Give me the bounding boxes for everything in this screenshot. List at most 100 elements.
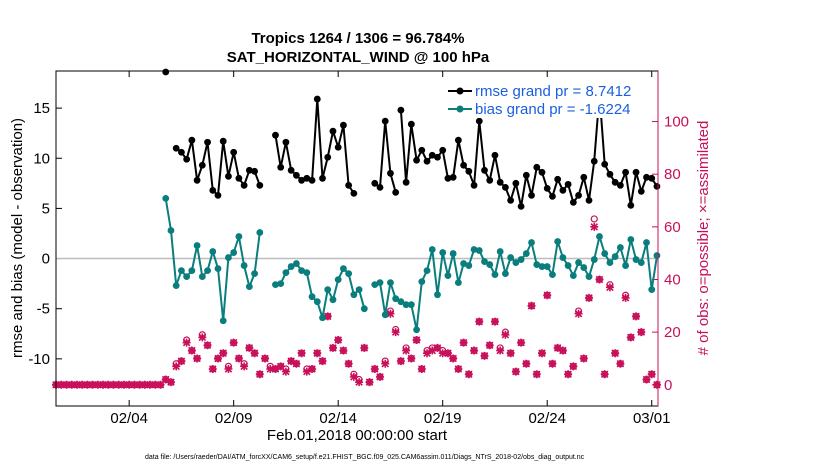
obs-assimilated-marker bbox=[323, 312, 332, 321]
obs-assimilated-marker bbox=[281, 367, 290, 376]
rmse-point bbox=[204, 138, 211, 146]
rmse-point bbox=[611, 178, 619, 186]
obs-assimilated-marker bbox=[135, 380, 144, 389]
obs-assimilated-marker bbox=[99, 380, 108, 389]
obs-assimilated-marker bbox=[574, 309, 583, 318]
obs-assimilated-marker bbox=[313, 349, 322, 358]
obs-assimilated-marker bbox=[109, 380, 118, 389]
obs-assimilated-marker bbox=[585, 293, 594, 302]
x-axis-label: Feb.01,2018 00:00:00 start bbox=[267, 427, 448, 444]
obs-assimilated-marker bbox=[511, 367, 520, 376]
bias-point bbox=[282, 269, 290, 277]
rmse-point bbox=[334, 143, 342, 151]
rmse-point bbox=[392, 188, 400, 196]
legend-bias-label: bias grand pr = -1.6224 bbox=[475, 101, 631, 118]
rmse-point bbox=[178, 148, 185, 156]
rmse-point bbox=[292, 171, 300, 179]
obs-assimilated-marker bbox=[433, 343, 442, 352]
obs-assimilated-marker bbox=[172, 362, 181, 371]
rmse-point bbox=[345, 181, 353, 189]
bias-point bbox=[324, 286, 332, 294]
obs-assimilated-marker bbox=[490, 317, 499, 326]
rmse-point bbox=[616, 181, 624, 189]
rmse-point bbox=[643, 173, 650, 181]
obs-assimilated-marker bbox=[443, 349, 452, 358]
rmse-point bbox=[559, 186, 567, 194]
rmse-point bbox=[491, 151, 499, 159]
obs-assimilated-marker bbox=[187, 346, 196, 355]
obs-assimilated-marker bbox=[616, 359, 625, 368]
bias-point bbox=[627, 236, 635, 243]
obs-assimilated-marker bbox=[475, 317, 484, 326]
obs-assimilated-marker bbox=[543, 291, 552, 300]
y-tick-labels-left: 15 10 5 0 -5 -10 bbox=[28, 100, 50, 368]
bias-point bbox=[167, 227, 175, 234]
legend-rmse-marker bbox=[456, 87, 464, 95]
bias-point bbox=[491, 271, 499, 279]
rmse-point bbox=[418, 146, 426, 154]
bias-point bbox=[606, 259, 614, 266]
bias-point bbox=[522, 250, 530, 257]
obs-assimilated-marker bbox=[642, 375, 651, 384]
rmse-point bbox=[313, 95, 321, 103]
obs-possible-marker bbox=[590, 215, 598, 223]
rmse-point bbox=[428, 151, 436, 159]
rmse-point bbox=[637, 187, 645, 195]
bias-point bbox=[303, 269, 311, 277]
bias-point bbox=[549, 271, 556, 279]
rmse-point bbox=[256, 181, 264, 189]
bias-point bbox=[230, 249, 238, 256]
legend-box bbox=[445, 80, 645, 118]
bias-point bbox=[334, 276, 342, 284]
bias-point bbox=[423, 267, 431, 274]
obs-assimilated-marker bbox=[62, 380, 71, 389]
rmse-point bbox=[486, 176, 494, 184]
rmse-point bbox=[303, 174, 311, 182]
rmse-point bbox=[193, 176, 201, 184]
rmse-point bbox=[219, 137, 227, 145]
obs-assimilated-marker bbox=[93, 380, 102, 389]
rmse-point bbox=[376, 183, 384, 191]
bias-point bbox=[517, 256, 525, 263]
rmse-point bbox=[449, 173, 457, 181]
rmse-point bbox=[585, 196, 593, 204]
obs-assimilated-marker bbox=[391, 328, 400, 337]
y-tick-label-right: 80 bbox=[664, 166, 681, 183]
rmse-point bbox=[601, 160, 609, 168]
obs-assimilated-marker bbox=[177, 357, 186, 366]
obs-assimilated-marker bbox=[245, 343, 254, 352]
obs-assimilated-marker bbox=[193, 354, 202, 363]
obs-assimilated-marker bbox=[365, 378, 374, 387]
rmse-point bbox=[632, 168, 640, 176]
rmse-point bbox=[298, 176, 306, 184]
obs-assimilated-marker bbox=[647, 370, 656, 379]
obs-assimilated-marker bbox=[339, 346, 348, 355]
obs-assimilated-marker bbox=[428, 346, 437, 355]
bias-point bbox=[319, 314, 326, 322]
obs-assimilated-marker bbox=[161, 375, 170, 384]
obs-assimilated-marker bbox=[501, 330, 510, 339]
obs-assimilated-marker bbox=[302, 367, 311, 376]
rmse-point bbox=[434, 153, 441, 161]
rmse-point bbox=[235, 174, 243, 182]
rmse-point bbox=[502, 183, 509, 191]
obs-assimilated-marker bbox=[386, 309, 395, 318]
y-tick-label-left: 10 bbox=[33, 150, 50, 167]
legend-bias-marker bbox=[456, 105, 464, 113]
obs-assimilated-marker bbox=[219, 349, 228, 358]
bias-point bbox=[240, 262, 248, 269]
obs-assimilated-marker bbox=[438, 349, 447, 358]
bias-point bbox=[502, 270, 509, 278]
bias-point bbox=[559, 254, 567, 261]
obs-assimilated-marker bbox=[564, 370, 573, 379]
rmse-point bbox=[225, 172, 232, 180]
plot-area bbox=[56, 71, 658, 406]
bias-point bbox=[601, 250, 609, 257]
obs-assimilated-marker bbox=[506, 349, 515, 358]
obs-assimilated-marker bbox=[496, 346, 505, 355]
obs-assimilated-marker bbox=[375, 372, 384, 381]
obs-assimilated-marker bbox=[255, 370, 264, 379]
rmse-point bbox=[282, 138, 290, 146]
rmse-point bbox=[329, 127, 337, 135]
obs-assimilated-marker bbox=[119, 380, 128, 389]
